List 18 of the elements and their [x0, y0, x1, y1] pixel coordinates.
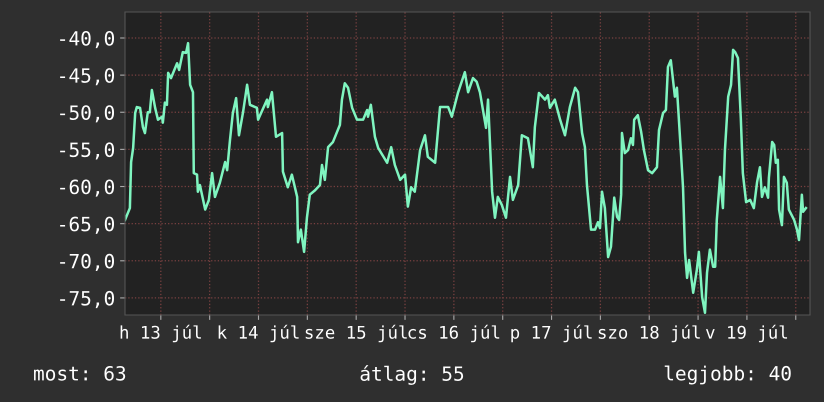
x-tick-label: cs 16 júl [408, 324, 500, 342]
x-tick-label: p 17 júl [511, 324, 592, 342]
text: most: 63 [34, 366, 126, 381]
x-tick-label: k 14 júl [218, 324, 299, 342]
y-tick-label: -60,0 [60, 180, 114, 197]
y-tick-label: -40,0 [60, 31, 114, 48]
x-tick-label: szo 18 júl [598, 324, 700, 342]
y-tick-label: -70,0 [60, 254, 114, 271]
x-tick-label: h 13 júl [120, 324, 201, 342]
y-tick-label: -45,0 [60, 68, 114, 86]
x-tick-label: sze 15 júl [306, 324, 407, 342]
y-tick-label: -50,0 [60, 105, 114, 122]
text: átlag: 55 [360, 365, 464, 385]
x-tick-label: v 19 júl [706, 324, 788, 342]
y-tick-label: -75,0 [60, 290, 114, 308]
y-tick-label: -65,0 [60, 216, 114, 234]
y-tick-label: -55,0 [60, 142, 114, 160]
text: legjobb: 40 [664, 365, 791, 385]
